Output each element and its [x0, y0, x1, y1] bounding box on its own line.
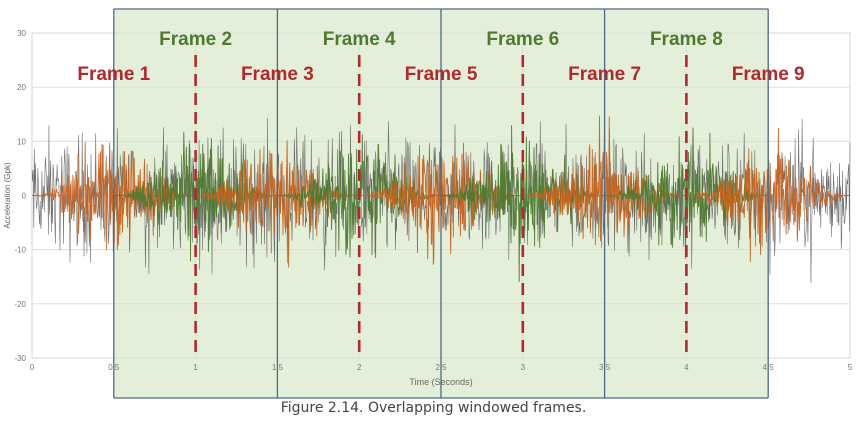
frame-borders	[113, 8, 769, 399]
x-tick-label: 5	[848, 363, 853, 372]
frame-labels: Frame 1 Frame 2 Frame 3 Frame 4 Frame 5 Frame…	[77, 29, 804, 85]
y-tick-label: 10	[17, 137, 26, 146]
axes: 30 20 10 0 -10 -20 -30 0 0.5 1 1.5 2 2.5 3 3.5 4 4.5 5 Tim…	[3, 29, 853, 387]
x-tick-label: 4.5	[763, 363, 775, 372]
x-tick-label: 0.5	[108, 363, 120, 372]
frame-label-1: Frame 1	[77, 64, 150, 85]
frame-label-5: Frame 5	[405, 64, 478, 85]
y-tick-label: -30	[14, 354, 26, 363]
x-axis-label: Time (Seconds)	[409, 377, 472, 387]
figure-caption: Figure 2.14. Overlapping windowed frames…	[280, 400, 587, 416]
frame-label-6: Frame 6	[486, 29, 559, 50]
x-tick-label: 4	[684, 363, 689, 372]
frame-label-7: Frame 7	[568, 64, 641, 85]
frame-dashed-markers	[194, 55, 688, 358]
x-tick-label: 1	[193, 363, 198, 372]
x-tick-label: 0	[30, 363, 35, 372]
y-tick-label: -10	[14, 246, 26, 255]
y-tick-label: -20	[14, 300, 26, 309]
y-axis-label: Acceleration (Gpk)	[3, 162, 12, 229]
x-tick-label: 1.5	[272, 363, 284, 372]
frame-label-4: Frame 4	[323, 29, 396, 50]
frame-label-3: Frame 3	[241, 64, 314, 85]
y-tick-label: 20	[17, 83, 26, 92]
x-tick-label: 2	[357, 363, 362, 372]
x-tick-label: 3	[521, 363, 526, 372]
x-tick-label: 3.5	[599, 363, 611, 372]
x-tick-label: 2.5	[435, 363, 447, 372]
y-tick-label: 0	[22, 192, 27, 201]
frame-label-9: Frame 9	[732, 64, 805, 85]
frame-label-2: Frame 2	[159, 29, 232, 50]
frame-label-8: Frame 8	[650, 29, 723, 50]
y-tick-label: 30	[17, 29, 26, 38]
